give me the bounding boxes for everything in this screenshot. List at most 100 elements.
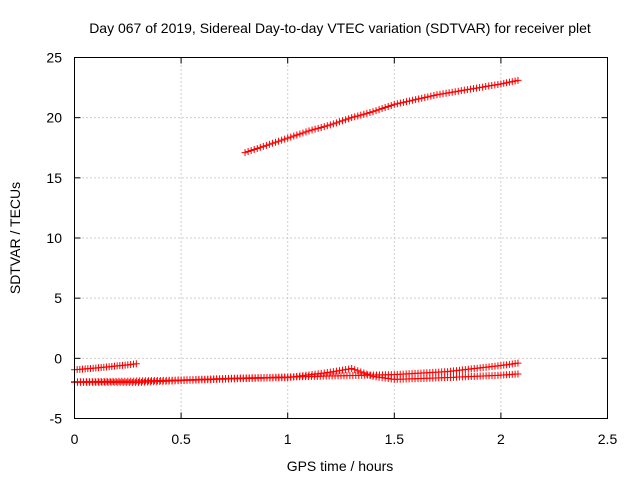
data-point [244, 148, 252, 156]
x-tick-label: 1.5 [385, 431, 405, 447]
y-tick-label: 15 [46, 170, 62, 186]
data-point [320, 123, 328, 131]
data-point [241, 149, 249, 157]
data-point [505, 78, 513, 86]
data-point [511, 77, 519, 85]
x-tick-label: 2 [497, 431, 505, 447]
data-point [357, 368, 365, 376]
data-point [491, 81, 499, 89]
chart-title: Day 067 of 2019, Sidereal Day-to-day VTE… [89, 20, 591, 36]
data-point [503, 79, 511, 87]
data-point [335, 367, 343, 375]
data-point [299, 129, 307, 137]
data-point [363, 370, 371, 378]
data-point [323, 122, 331, 130]
data-point [275, 137, 283, 145]
data-point [406, 97, 414, 105]
data-point [360, 369, 368, 377]
data-point [339, 366, 347, 374]
data-point [354, 112, 362, 120]
data-point [262, 141, 270, 149]
data-point [326, 121, 334, 129]
y-tick-label: 0 [54, 350, 62, 366]
data-point [308, 126, 316, 134]
data-point [421, 94, 429, 102]
data-point [412, 96, 420, 104]
y-tick-label: -5 [50, 411, 63, 427]
y-tick-label: 25 [46, 50, 62, 66]
series-layer [71, 76, 522, 386]
data-point [357, 111, 365, 119]
data-point [265, 140, 273, 148]
data-point [342, 366, 350, 374]
data-point [326, 368, 334, 376]
data-point [402, 98, 410, 106]
data-point [485, 82, 493, 90]
grid-layer [74, 57, 608, 419]
data-point [360, 110, 368, 118]
data-point [335, 118, 343, 126]
data-point [381, 104, 389, 112]
y-tick-label: 5 [54, 290, 62, 306]
series-track-upper [241, 76, 522, 157]
series-track-lower-b [71, 365, 522, 386]
data-point [253, 144, 261, 152]
data-point [342, 116, 350, 124]
data-point [396, 99, 404, 107]
data-point [366, 109, 374, 117]
data-point [457, 87, 465, 95]
x-tick-label: 1 [284, 431, 292, 447]
data-point [508, 78, 516, 86]
data-point [500, 79, 508, 87]
data-point [473, 84, 481, 92]
data-point [287, 133, 295, 141]
data-point [415, 95, 423, 103]
data-point [348, 114, 356, 122]
data-point [469, 85, 477, 93]
data-point [259, 142, 267, 150]
data-point [332, 119, 340, 127]
data-point [494, 80, 502, 88]
data-point [442, 89, 450, 97]
y-axis-label: SDTVAR / TECUs [7, 182, 23, 294]
data-point [482, 83, 490, 91]
data-point [427, 92, 435, 100]
data-point [479, 83, 487, 91]
data-point [290, 132, 298, 140]
data-point [278, 136, 286, 144]
data-point [305, 127, 313, 135]
data-point [514, 359, 522, 367]
data-point [424, 93, 432, 101]
data-point [514, 76, 522, 84]
data-point [476, 84, 484, 92]
data-point [451, 88, 459, 96]
data-point [302, 128, 310, 136]
data-point [460, 86, 468, 94]
data-point [296, 130, 304, 138]
data-point [463, 86, 471, 94]
data-point [314, 124, 322, 132]
data-point [348, 365, 356, 373]
data-point [378, 105, 386, 113]
data-point [281, 135, 289, 143]
data-point [439, 90, 447, 98]
data-point [433, 91, 441, 99]
data-point [345, 115, 353, 123]
data-point [354, 367, 362, 375]
data-point [418, 94, 426, 102]
data-point [256, 143, 264, 151]
data-point [272, 138, 280, 146]
data-point [250, 145, 258, 153]
data-point [454, 87, 462, 95]
data-point [497, 80, 505, 88]
data-point [311, 125, 319, 133]
data-point [445, 89, 453, 97]
data-point [268, 139, 276, 147]
x-tick-label: 2.5 [598, 431, 618, 447]
data-point [329, 368, 337, 376]
series-track-short [71, 360, 140, 374]
data-point [351, 113, 359, 121]
x-tick-label: 0 [71, 431, 79, 447]
tick-layer: 0 0.5 1 1.5 2 2.5 -5 0 5 10 15 20 25 [46, 50, 617, 448]
